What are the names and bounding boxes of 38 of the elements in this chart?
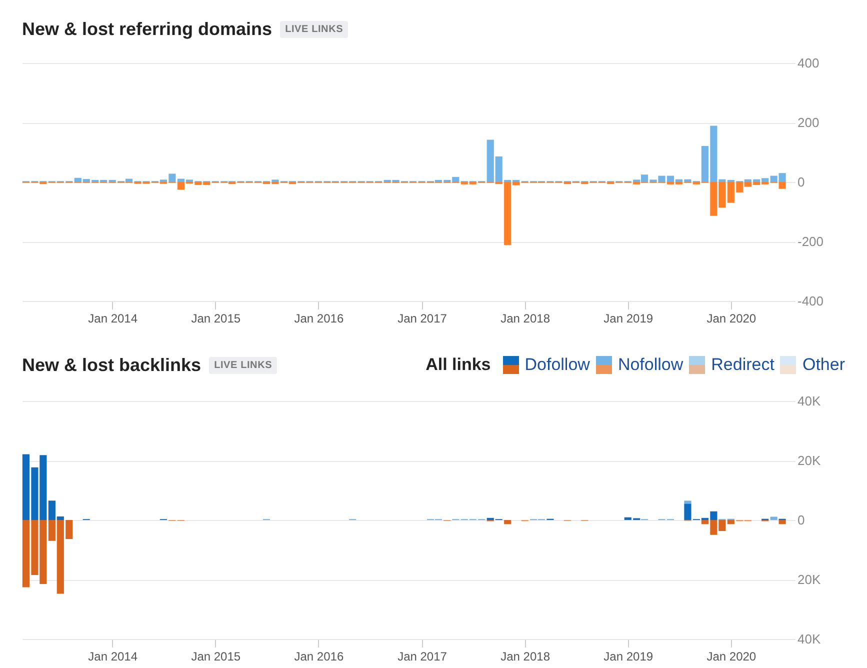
- bar: [504, 520, 512, 524]
- x-tick-label: Jan 2017: [398, 650, 448, 664]
- y-tick-label: 0: [798, 174, 805, 190]
- bar: [770, 516, 778, 520]
- bar: [727, 520, 734, 524]
- chart-title: New & lost referring domains: [22, 18, 272, 40]
- legend-title: All links: [426, 355, 491, 375]
- y-tick-label: 20K: [798, 572, 821, 587]
- chart-title: New & lost backlinks: [22, 354, 202, 376]
- x-tick-label: Jan 2020: [706, 650, 756, 664]
- y-tick-label: 200: [798, 115, 820, 130]
- y-tick-label: 0: [798, 512, 805, 528]
- x-tick-label: Jan 2018: [500, 312, 550, 326]
- y-tick-label: -400: [798, 294, 824, 308]
- x-tick-label: Jan 2015: [191, 312, 241, 326]
- y-tick-label: 400: [798, 56, 820, 70]
- y-tick-label: 40K: [798, 632, 821, 646]
- x-tick-label: Jan 2020: [706, 312, 756, 326]
- x-tick-label: Jan 2014: [88, 650, 138, 664]
- y-tick-label: 40K: [798, 394, 821, 408]
- chart-subtitle: LIVE LINKS: [280, 20, 348, 38]
- x-tick-label: Jan 2014: [88, 312, 138, 326]
- legend-label: Nofollow: [618, 355, 684, 375]
- x-tick-label: Jan 2019: [604, 650, 654, 664]
- y-tick-label: 20K: [798, 453, 821, 468]
- x-tick-label: Jan 2015: [191, 650, 241, 664]
- x-tick-label: Jan 2016: [294, 650, 344, 664]
- x-tick-label: Jan 2018: [500, 650, 550, 664]
- y-tick-label: -200: [798, 234, 824, 249]
- x-tick-label: Jan 2016: [294, 312, 344, 326]
- bar: [684, 500, 692, 504]
- legend-label: Redirect: [711, 355, 774, 375]
- legend-label: Other: [802, 355, 845, 375]
- x-tick-label: Jan 2017: [398, 312, 448, 326]
- legend-label: Dofollow: [524, 355, 590, 375]
- chart-subtitle: LIVE LINKS: [209, 356, 278, 374]
- x-tick-label: Jan 2019: [604, 312, 654, 326]
- bar: [778, 520, 786, 524]
